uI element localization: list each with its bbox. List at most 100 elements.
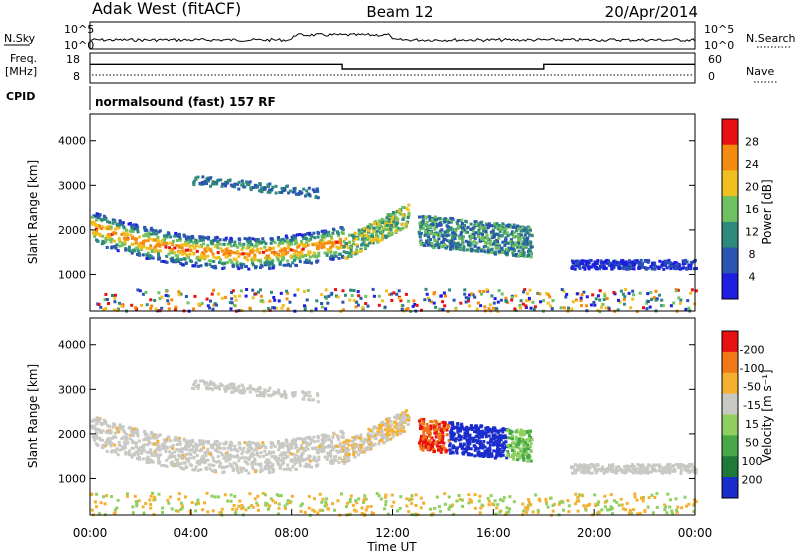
- heatmap-cell: [453, 439, 457, 443]
- heatmap-cell: [98, 428, 101, 432]
- heatmap-cell: [167, 302, 171, 306]
- heatmap-cell: [145, 450, 149, 454]
- heatmap-cell: [263, 388, 267, 392]
- heatmap-cell: [156, 242, 160, 246]
- heatmap-cell: [510, 446, 514, 450]
- heatmap-cell: [501, 427, 505, 431]
- heatmap-cell: [329, 449, 333, 453]
- heatmap-cell: [292, 234, 296, 238]
- heatmap-cell: [110, 441, 114, 445]
- heatmap-cell: [230, 384, 234, 388]
- heatmap-cell: [298, 190, 302, 194]
- heatmap-cell: [217, 385, 221, 389]
- heatmap-cell: [300, 502, 304, 506]
- heatmap-cell: [213, 384, 217, 388]
- heatmap-cell: [323, 231, 327, 234]
- heatmap-cell: [388, 227, 392, 231]
- heatmap-cell: [123, 444, 127, 448]
- heatmap-cell: [418, 240, 422, 244]
- heatmap-cell: [129, 233, 133, 237]
- heatmap-cell: [496, 453, 500, 457]
- heatmap-cell: [492, 235, 496, 239]
- heatmap-cell: [231, 468, 235, 472]
- heatmap-cell: [176, 254, 180, 258]
- heatmap-cell: [437, 448, 440, 452]
- heatmap-cell: [269, 241, 273, 245]
- heatmap-cell: [138, 244, 141, 248]
- heatmap-cell: [600, 305, 603, 309]
- heatmap-cell: [251, 186, 255, 189]
- heatmap-cell: [143, 430, 147, 434]
- heatmap-cell: [624, 288, 628, 291]
- heatmap-cell: [452, 298, 456, 302]
- heatmap-cell: [433, 244, 437, 248]
- heatmap-cell: [187, 439, 191, 443]
- heatmap-cell: [316, 434, 320, 438]
- heatmap-cell: [694, 289, 698, 293]
- heatmap-cell: [120, 447, 124, 451]
- heatmap-cell: [101, 218, 105, 221]
- heatmap-cell: [343, 446, 347, 450]
- heatmap-cell: [291, 465, 295, 469]
- heatmap-cell: [231, 386, 235, 390]
- heatmap-cell: [143, 239, 147, 243]
- heatmap-cell: [112, 308, 116, 312]
- heatmap-cell: [307, 443, 311, 447]
- heatmap-cell: [470, 292, 474, 296]
- heatmap-cell: [437, 246, 441, 250]
- heatmap-cell: [692, 465, 696, 469]
- heatmap-cell: [366, 237, 369, 241]
- heatmap-cell: [179, 258, 183, 262]
- heatmap-cell: [146, 234, 150, 238]
- heatmap-cell: [496, 431, 500, 435]
- heatmap-cell: [104, 292, 108, 296]
- heatmap-cell: [236, 449, 240, 453]
- heatmap-cell: [467, 242, 471, 246]
- heatmap-cell: [229, 443, 233, 447]
- heatmap-cell: [625, 501, 629, 505]
- heatmap-cell: [571, 471, 574, 475]
- heatmap-cell: [215, 303, 218, 307]
- heatmap-cell: [377, 303, 381, 307]
- heatmap-cell: [183, 461, 187, 465]
- heatmap-cell: [279, 494, 283, 498]
- heatmap-cell: [669, 498, 672, 502]
- heatmap-cell: [689, 261, 693, 265]
- heatmap-cell: [148, 460, 151, 464]
- heatmap-cell: [234, 244, 238, 248]
- heatmap-cell: [136, 434, 140, 438]
- heatmap-cell: [206, 447, 210, 451]
- y-tick-label: 2000: [58, 224, 86, 237]
- heatmap-cell: [315, 392, 319, 396]
- heatmap-cell: [238, 499, 242, 503]
- heatmap-cell: [203, 382, 207, 386]
- heatmap-cell: [480, 292, 483, 296]
- heatmap-cell: [323, 504, 327, 508]
- heatmap-cell: [146, 438, 150, 442]
- heatmap-cell: [380, 430, 384, 434]
- heatmap-cell: [315, 299, 319, 303]
- heatmap-cell: [335, 240, 339, 244]
- heatmap-cell: [488, 224, 492, 228]
- heatmap-cell: [451, 503, 454, 507]
- heatmap-cell: [418, 215, 421, 219]
- heatmap-cell: [470, 428, 474, 431]
- heatmap-cell: [306, 457, 310, 461]
- heatmap-cell: [432, 246, 436, 250]
- heatmap-cell: [139, 445, 143, 449]
- heatmap-cell: [230, 454, 234, 458]
- heatmap-cell: [487, 307, 491, 311]
- heatmap-cell: [326, 247, 330, 251]
- heatmap-cell: [318, 241, 322, 244]
- y-tick-label: 4000: [58, 135, 86, 148]
- heatmap-cell: [208, 248, 212, 252]
- heatmap-cell: [631, 463, 634, 467]
- heatmap-cell: [297, 255, 301, 259]
- heatmap-cell: [492, 449, 496, 453]
- heatmap-cell: [220, 296, 224, 300]
- heatmap-cell: [444, 449, 448, 453]
- heatmap-cell: [278, 464, 282, 468]
- heatmap-cell: [196, 264, 200, 268]
- heatmap-cell: [680, 463, 684, 467]
